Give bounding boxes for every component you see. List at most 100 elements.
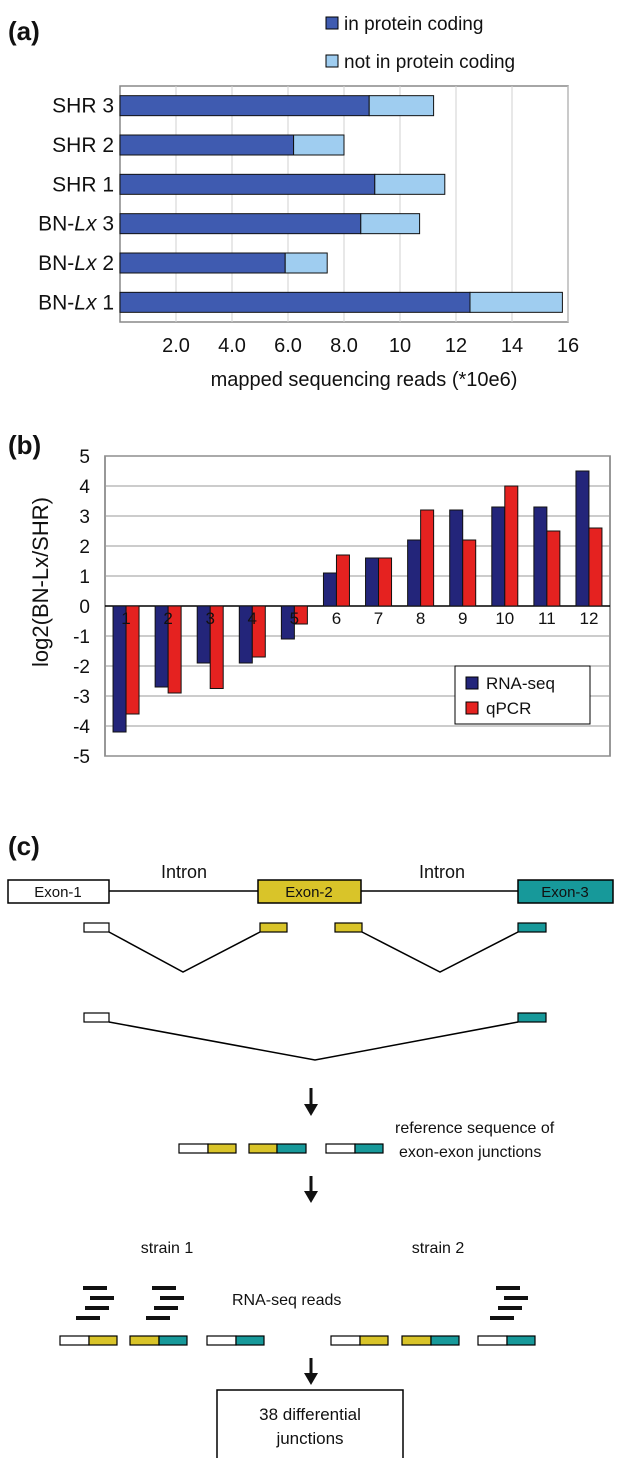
panel-a-letter: (a) (8, 16, 40, 46)
panel-a-x-axis-label: mapped sequencing reads (*10e6) (211, 369, 518, 391)
ref-junction-2-exon2 (248, 1143, 278, 1154)
legend-label-in-protein-coding: in protein coding (344, 14, 483, 35)
s1-junction-3-exon1 (206, 1335, 237, 1346)
legend-swatch-rna-seq (465, 676, 479, 690)
s1-junction-1-exon1 (59, 1335, 90, 1346)
bar-shr-3-in-protein-coding (119, 95, 370, 117)
bar-qpcr-6 (335, 554, 350, 607)
legend-swatch-not-in-protein-coding (325, 54, 339, 68)
arrow-down-1 (304, 1088, 318, 1116)
panel-b-category-label-9: 9 (458, 609, 467, 628)
gene-model: Exon-1 Exon-2 Exon-3 Intron Intron (7, 862, 614, 904)
bar-bn-lx-2-not-in-protein-coding (284, 252, 328, 274)
panel-a-tick-label-16: 16 (557, 335, 579, 357)
strain-1-label: strain 1 (141, 1240, 194, 1257)
category-label-shr-1: SHR 1 (52, 173, 114, 196)
splice-junctions (83, 922, 547, 1061)
strain-2-label: strain 2 (412, 1240, 465, 1257)
bar-rna-seq-7 (365, 557, 380, 607)
junction-piece-exon2-b (334, 922, 363, 933)
bar-bn-lx-3-not-in-protein-coding (360, 213, 421, 235)
bar-bn-lx-1-not-in-protein-coding (469, 291, 563, 313)
panel-b-y-tick-3: -3 (73, 687, 90, 708)
reference-junctions: reference sequence of exon-exon junction… (178, 1120, 555, 1161)
category-label-bn-lx-2: BN-Lx 2 (38, 252, 114, 275)
bar-shr-2-not-in-protein-coding (293, 134, 345, 156)
legend-label-not-in-protein-coding: not in protein coding (344, 52, 515, 73)
exon-2-box (257, 879, 362, 904)
bar-qpcr-10 (504, 485, 519, 607)
exon-3-box (517, 879, 614, 904)
legend-swatch-in-protein-coding (325, 16, 339, 30)
bar-bn-lx-3-in-protein-coding (119, 213, 362, 235)
bar-rna-seq-6 (322, 572, 337, 607)
intron-1-label: Intron (161, 862, 207, 882)
panel-b-category-label-3: 3 (205, 609, 214, 628)
legend-label-rna-seq: RNA-seq (486, 674, 555, 693)
panel-b-category-label-4: 4 (248, 609, 257, 628)
panel-a-tick-label-6-0: 6.0 (274, 335, 302, 357)
exon-2-label: Exon-2 (285, 884, 333, 901)
splice-line-exon2-exon3 (361, 931, 519, 973)
bar-rna-seq-8 (407, 539, 422, 607)
bar-qpcr-4 (251, 605, 266, 658)
panel-b-y-tick-0: 0 (79, 597, 90, 618)
panel-b-category-label-8: 8 (416, 609, 425, 628)
arrow-down-2 (304, 1176, 318, 1203)
category-label-bn-lx-3: BN-Lx 3 (38, 213, 114, 236)
panel-a-category-labels: SHR 3 SHR 2 SHR 1 BN-Lx 3 BN-Lx 2 BN-Lx 1 (38, 95, 114, 315)
exon-3-label: Exon-3 (541, 884, 589, 901)
ref-junction-2-exon3 (276, 1143, 307, 1154)
junction-piece-exon3-a (517, 922, 547, 933)
bar-bn-lx-2-in-protein-coding (119, 252, 286, 274)
s2-junction-1-exon2 (359, 1335, 389, 1346)
s1-junction-2-exon3 (158, 1335, 188, 1346)
reference-label-line-2: exon-exon junctions (399, 1144, 541, 1161)
panel-b-y-axis-label: log2(BN-Lx/SHR) (28, 497, 53, 667)
panel-b-y-tick-4: 4 (79, 477, 90, 498)
bar-qpcr-7 (378, 557, 393, 607)
read-stack-3 (490, 1286, 528, 1320)
panel-a-bars (119, 95, 563, 313)
intron-2-label: Intron (419, 862, 465, 882)
panel-b-y-tick-labels: -5 -4 -3 -2 -1 0 1 2 3 4 5 (73, 447, 90, 768)
bar-qpcr-5 (293, 605, 308, 625)
panel-b-y-tick-3: 3 (79, 507, 90, 528)
result-box (216, 1389, 404, 1458)
rna-seq-reads-label: RNA-seq reads (232, 1292, 341, 1309)
panel-a-tick-label-4-0: 4.0 (218, 335, 246, 357)
panel-c-letter: (c) (8, 831, 40, 861)
s1-junction-2-exon2 (129, 1335, 160, 1346)
panel-b-category-label-11: 11 (538, 609, 556, 628)
bar-qpcr-1 (125, 605, 140, 715)
panel-b-legend: RNA-seq qPCR (454, 665, 591, 725)
panel-a-tick-label-2-0: 2.0 (162, 335, 190, 357)
ref-junction-3-exon1 (325, 1143, 356, 1154)
exon-1-label: Exon-1 (34, 884, 82, 901)
bar-shr-1-not-in-protein-coding (374, 173, 446, 195)
read-stack-2 (146, 1286, 184, 1320)
bar-rna-seq-10 (491, 506, 506, 607)
bar-qpcr-8 (420, 509, 435, 607)
panel-c: (c) Exon-1 Exon-2 Exon-3 Intron Intron (7, 831, 614, 1458)
splice-line-exon1-exon3 (108, 1021, 519, 1061)
splice-line-exon1-exon2 (108, 931, 261, 973)
panel-a-tick-label-12: 12 (445, 335, 467, 357)
bar-qpcr-2 (167, 605, 182, 694)
panel-a-tick-label-10: 10 (389, 335, 411, 357)
junction-piece-exon1-a (83, 922, 110, 933)
panel-b-y-tick-5: -5 (73, 747, 90, 768)
category-label-shr-3: SHR 3 (52, 95, 114, 118)
legend-label-qpcr: qPCR (486, 699, 531, 718)
bar-rna-seq-11 (533, 506, 548, 607)
reference-label-line-1: reference sequence of (395, 1120, 555, 1137)
panel-b-category-label-10: 10 (495, 609, 514, 628)
panel-a-legend: in protein coding not in protein coding (325, 14, 515, 73)
bar-rna-seq-12 (575, 470, 590, 607)
s2-junction-3-exon3 (506, 1335, 536, 1346)
bar-qpcr-3 (209, 605, 224, 689)
panel-b-letter: (b) (8, 430, 41, 460)
panel-a-tick-label-8-0: 8.0 (330, 335, 358, 357)
panel-a-tick-label-14: 14 (501, 335, 523, 357)
